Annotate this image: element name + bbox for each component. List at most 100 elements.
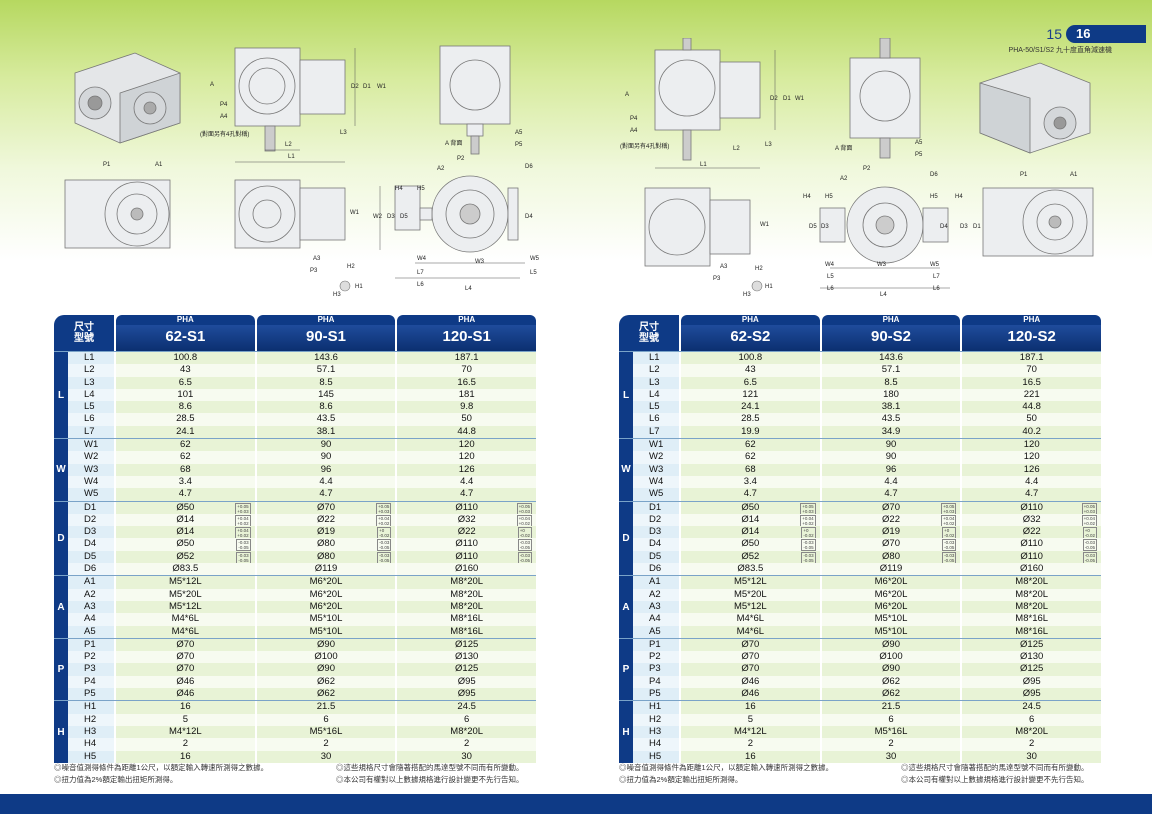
page-number-left: 15 [1046,26,1062,42]
table-row: D4 Ø50 -0.03 -0.05 Ø70 -0.03 -0.05 Ø110 -0.03 -0.… [633,538,1102,552]
tolerance-line: -0.05 [519,557,531,563]
dimension-key: D2 [633,513,679,527]
tolerance-line: -0.05 [519,545,531,551]
note-torque: ◎扭力值為2%額定輸出扭矩所測得。 [619,775,743,784]
section-view [819,186,949,264]
table-row: W3 68 96 126 [633,463,1102,476]
value-text: Ø90 [317,663,335,675]
tolerance-box: +0 -0.02 [1082,527,1098,540]
spec-group: D D1 Ø50 +0.05 +0.03 Ø70 +0.05 +0.03 Ø110 +0.05 +0… [619,500,1102,576]
tolerance-line: +0.03 [802,508,814,514]
dimension-key: L5 [633,401,679,414]
dimension-value: M8*20L [962,588,1102,601]
dimension-key: D3 [633,526,679,539]
svg-text:H5: H5 [825,194,833,200]
svg-text:L4: L4 [465,286,472,292]
dimension-value: 120 [962,439,1102,452]
dimension-value: 24.1 [681,401,820,414]
svg-text:D4: D4 [525,214,533,220]
svg-text:D1: D1 [363,84,371,90]
value-text: M8*20L [1015,725,1049,737]
value-text: 5 [747,713,753,725]
technical-drawings-s2: A P4 A4 (對面另有4孔對稱) L2 L1 D2 D1 W1 L3 A 背… [615,37,1115,300]
value-text: Ø110 [1020,538,1043,550]
bottom-bar [0,794,1152,814]
value-text: Ø125 [1020,638,1044,650]
value-text: Ø119 [314,563,338,575]
dimension-key: H4 [633,738,679,751]
svg-text:W3: W3 [475,259,485,265]
value-text: Ø62 [882,675,900,687]
value-text: M6*20L [309,600,343,612]
dimension-value: Ø130 [962,651,1102,664]
svg-text:D2: D2 [351,84,359,90]
group-label: P [619,638,633,701]
table-row: P3 Ø70 Ø90 Ø125 [68,663,537,676]
value-text: Ø22 [457,526,476,538]
dimension-key: H1 [633,701,679,714]
dimension-value: Ø46 [116,675,255,689]
table-row: D6 Ø83.5 Ø119 Ø160 [68,563,537,576]
dimension-value: M5*16L [821,725,961,739]
value-text: 8.5 [319,376,333,388]
dimension-value: M5*10L [821,625,961,638]
svg-text:P3: P3 [713,276,721,282]
dimension-value: M8*20L [397,725,537,739]
tolerance-line: -0.03 [238,552,249,558]
svg-text:W1: W1 [350,210,360,216]
value-text: M5*12L [168,600,202,612]
spec-group: L L1 100.8 143.6 187.1 L2 43 57.1 70 L3 6.5 8.5 16.5… [619,351,1102,439]
group-label: A [619,576,633,638]
table-row: H2 5 6 6 [633,713,1102,726]
dimension-value: 62 [681,451,820,464]
tolerance-box: -0.03 -0.05 [942,551,957,564]
value-text: Ø19 [317,526,335,538]
value-text: M5*10L [309,625,343,637]
dimension-value: 143.6 [256,352,396,365]
note-noise: ◎噪音值測得條件為距離1公尺，以額定輸入轉速所測得之數據。 [619,763,834,772]
value-text: 40.2 [1022,425,1041,437]
value-text: Ø110 [1020,501,1043,513]
dimension-value: 16 [116,750,255,763]
dimension-value: M4*6L [681,625,820,638]
dimension-value: Ø52 -0.03 -0.05 [681,550,820,564]
value-text: 34.9 [881,425,901,437]
dimension-value: 4.7 [681,488,820,501]
dimension-value: Ø46 [681,688,820,701]
dimension-value: Ø70 [116,663,255,676]
svg-text:D1: D1 [783,96,791,102]
dimension-value: 28.5 [681,413,820,426]
value-text: 4.7 [884,488,898,500]
tolerance-line: +0.02 [1083,520,1096,526]
dimension-value: 3.4 [116,475,255,489]
column-model: 90-S2 [821,325,961,351]
dimension-value: Ø110 -0.03 -0.05 [962,550,1102,564]
value-text: Ø70 [741,638,760,650]
svg-text:L3: L3 [340,130,347,136]
dimension-key: W1 [68,439,114,452]
value-text: Ø70 [176,638,195,650]
dimension-value: Ø19 +0 -0.02 [256,526,396,540]
dimension-value: 50 [397,413,537,426]
dimension-value: 126 [397,463,537,476]
table-row: H4 2 2 2 [633,738,1102,751]
svg-text:W2: W2 [373,214,383,220]
dimension-key: W2 [68,451,114,464]
dimension-key: A3 [68,600,114,614]
dimension-value: Ø95 [962,675,1102,689]
table-row: L6 28.5 43.5 50 [633,413,1102,426]
dimension-value: M5*16L [256,725,396,739]
tolerance-line: -0.03 [1084,540,1096,546]
column-series: PHA [681,315,820,325]
column-header: PHA 62-S2 [681,315,820,351]
value-text: Ø70 [741,651,760,663]
svg-text:P1: P1 [103,162,111,168]
table-row: D1 Ø50 +0.05 +0.03 Ø70 +0.05 +0.03 Ø110 +0.05 +0.… [633,501,1102,515]
table-row: W2 62 90 120 [68,451,537,464]
value-text: Ø52 [741,550,760,562]
table-row: A2 M5*20L M6*20L M8*20L [633,588,1102,601]
tolerance-box: -0.03 -0.05 [517,551,533,564]
value-text: 44.8 [1022,401,1041,413]
dimension-key: D5 [68,550,114,564]
corner-model-label: 型號 [639,333,659,344]
